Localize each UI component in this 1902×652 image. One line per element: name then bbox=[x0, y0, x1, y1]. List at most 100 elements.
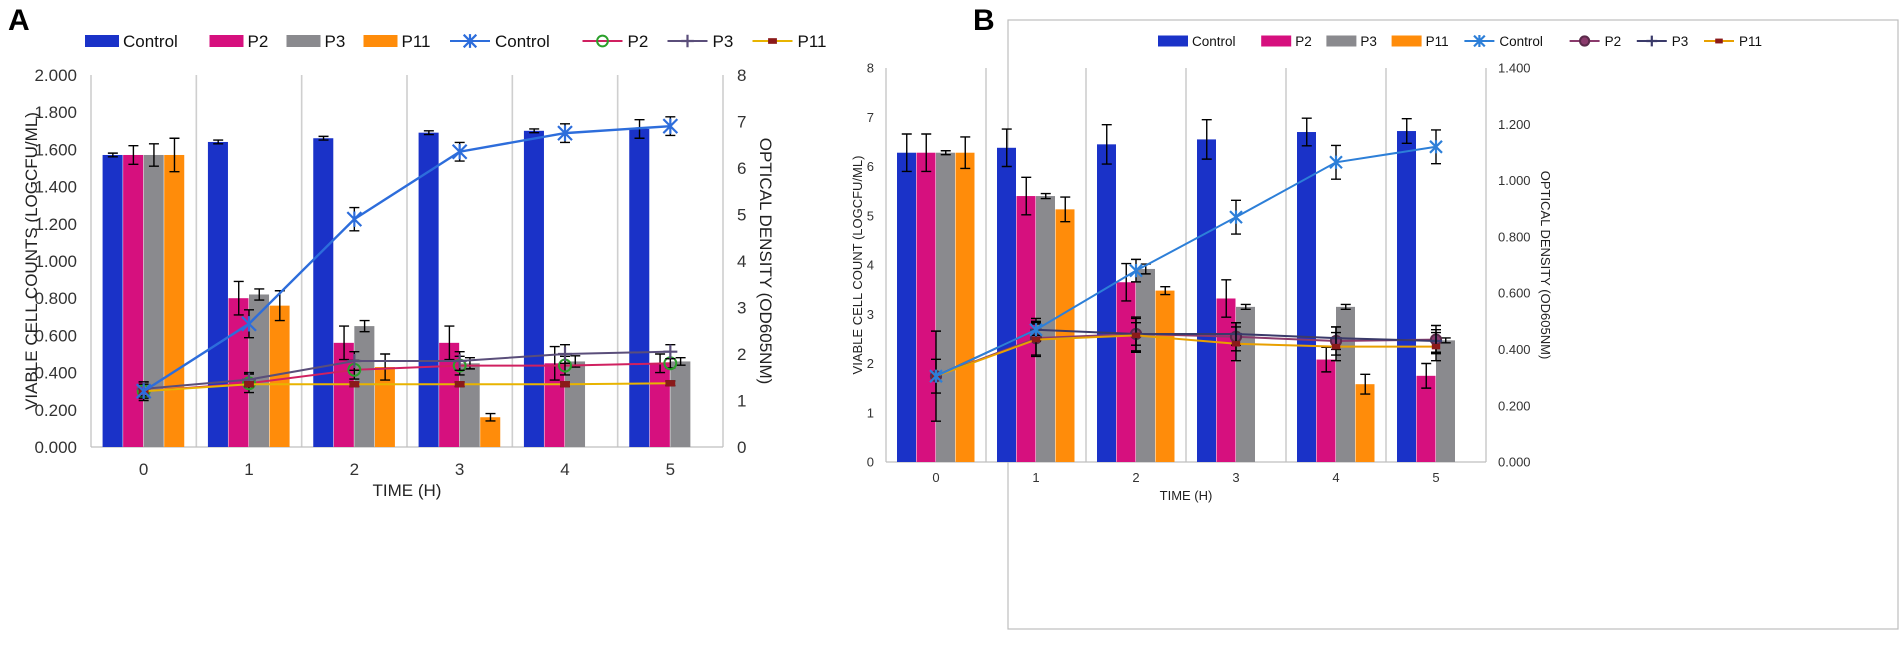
legend-label-line-p11: P11 bbox=[1739, 34, 1762, 49]
y2-tick-label: 1.000 bbox=[1498, 173, 1531, 188]
legend-swatch-bar-p3 bbox=[1326, 35, 1357, 47]
y-tick-label: 0.000 bbox=[34, 438, 77, 457]
y-tick-label: 1 bbox=[867, 405, 874, 420]
y2-tick-label: 0.000 bbox=[1498, 455, 1531, 470]
marker-p11 bbox=[349, 381, 360, 388]
bar-error-bar bbox=[148, 143, 159, 167]
bar-error-bar bbox=[1101, 123, 1112, 165]
marker-p3 bbox=[558, 347, 572, 361]
y-tick-label: 3 bbox=[867, 307, 874, 322]
y-tick-label: 6 bbox=[867, 159, 874, 174]
bar-error-bar bbox=[254, 288, 265, 301]
bar-error-bar bbox=[940, 150, 951, 156]
bar-p3 bbox=[1336, 306, 1355, 462]
legend-label-bar-control: Control bbox=[1192, 34, 1236, 49]
y2-tick-label: 1.200 bbox=[1498, 117, 1531, 132]
bar-control bbox=[897, 152, 916, 462]
legend-swatch-bar-control bbox=[85, 35, 119, 47]
y-tick-label: 1.800 bbox=[34, 103, 77, 122]
bar-error-bar bbox=[1040, 192, 1051, 200]
legend-label-line-p3: P3 bbox=[1672, 34, 1689, 49]
legend-swatch-bar-p11 bbox=[363, 35, 398, 47]
x-tick-label: 0 bbox=[139, 460, 148, 479]
bar-control bbox=[997, 147, 1016, 462]
bar-error-bar bbox=[529, 128, 540, 134]
legend-marker-control bbox=[462, 33, 478, 49]
marker-p11 bbox=[1231, 341, 1241, 347]
bar-control bbox=[313, 138, 334, 448]
x-tick-label: 2 bbox=[350, 460, 359, 479]
line-p11 bbox=[935, 334, 1436, 378]
marker-control bbox=[451, 143, 468, 160]
y-tick-label: 1.400 bbox=[34, 178, 77, 197]
chart-panel-a: 0.000 0.200 0.400 0.600 0.800 1.000 1.200 1.400… bbox=[22, 32, 827, 500]
bar-error-bar bbox=[1401, 118, 1412, 145]
bar-p3 bbox=[936, 152, 955, 462]
legend-swatch-bar-control bbox=[1158, 35, 1188, 47]
bar-error-bar bbox=[1360, 373, 1371, 395]
y-tick-label: 0.400 bbox=[34, 364, 77, 383]
bar-p3 bbox=[459, 363, 480, 447]
x-tick-label: 2 bbox=[1132, 470, 1139, 485]
marker-control bbox=[241, 315, 257, 332]
x-tick-label: 4 bbox=[560, 460, 569, 479]
bar-p3 bbox=[670, 361, 691, 447]
bar-error-bar bbox=[549, 345, 560, 381]
y2-tick-label: 8 bbox=[737, 66, 746, 85]
legend-marker-p11 bbox=[1715, 38, 1723, 44]
legend-marker-p11 bbox=[768, 38, 777, 44]
legend-label-line-p11: P11 bbox=[798, 32, 827, 51]
bar-error-bar bbox=[213, 139, 224, 145]
y2-tick-label: 4 bbox=[737, 252, 746, 271]
bar-p3 bbox=[565, 361, 586, 447]
panel-letter-a: A bbox=[8, 4, 30, 37]
bar-p11 bbox=[1155, 290, 1175, 462]
marker-p3 bbox=[452, 353, 467, 368]
line-control bbox=[143, 124, 671, 393]
x-tick-label: 5 bbox=[666, 460, 675, 479]
x-tick-label: 0 bbox=[932, 470, 939, 485]
bar-error-bar bbox=[485, 412, 496, 422]
bar-p2 bbox=[123, 154, 144, 448]
marker-control bbox=[1329, 155, 1343, 170]
x-axis-title: TIME (H) bbox=[1160, 488, 1213, 503]
y2-tick-label: 3 bbox=[737, 298, 746, 317]
x-tick-label: 1 bbox=[244, 460, 253, 479]
bar-error-bar bbox=[1301, 117, 1312, 147]
bar-p3 bbox=[249, 294, 270, 447]
y-axis-title: VIABLE CELL COUNT (LOGCFU/ML) bbox=[850, 156, 865, 375]
bar-error-bar bbox=[1160, 285, 1171, 296]
bar-error-bar bbox=[1240, 303, 1251, 311]
x-tick-label: 1 bbox=[1032, 470, 1039, 485]
bar-control bbox=[1097, 144, 1116, 462]
legend-label-bar-p2: P2 bbox=[248, 32, 269, 51]
marker-control bbox=[135, 383, 152, 399]
y2-tick-label: 0 bbox=[737, 438, 746, 457]
legend-label-bar-control: Control bbox=[123, 32, 178, 51]
bar-error-bar bbox=[675, 357, 686, 366]
marker-control bbox=[662, 118, 679, 134]
y2-tick-label: 2 bbox=[737, 345, 746, 364]
legend-label-line-p2: P2 bbox=[628, 32, 649, 51]
legend-swatch-bar-p2 bbox=[1261, 35, 1292, 47]
marker-p11 bbox=[1331, 343, 1341, 350]
bar-p11 bbox=[1355, 384, 1375, 462]
legend-label-bar-p11: P11 bbox=[402, 32, 431, 51]
y2-tick-label: 7 bbox=[737, 112, 746, 131]
legend-marker-p3 bbox=[1646, 35, 1658, 47]
bar-p2 bbox=[1316, 359, 1336, 462]
marker-control bbox=[1229, 210, 1243, 224]
marker-p3 bbox=[663, 344, 678, 359]
marker-control bbox=[1029, 322, 1043, 337]
x-tick-label: 4 bbox=[1332, 470, 1339, 485]
x-axis-title: TIME (H) bbox=[373, 481, 442, 500]
bar-error-bar bbox=[339, 325, 350, 361]
bar-error-bar bbox=[423, 130, 434, 136]
legend-marker-control bbox=[1473, 34, 1486, 48]
bar-p11 bbox=[269, 305, 290, 447]
x-tick-label: 5 bbox=[1432, 470, 1439, 485]
y2-tick-label: 1.400 bbox=[1498, 61, 1531, 76]
legend-swatch-bar-p11 bbox=[1391, 35, 1422, 47]
bar-p2 bbox=[916, 152, 936, 462]
